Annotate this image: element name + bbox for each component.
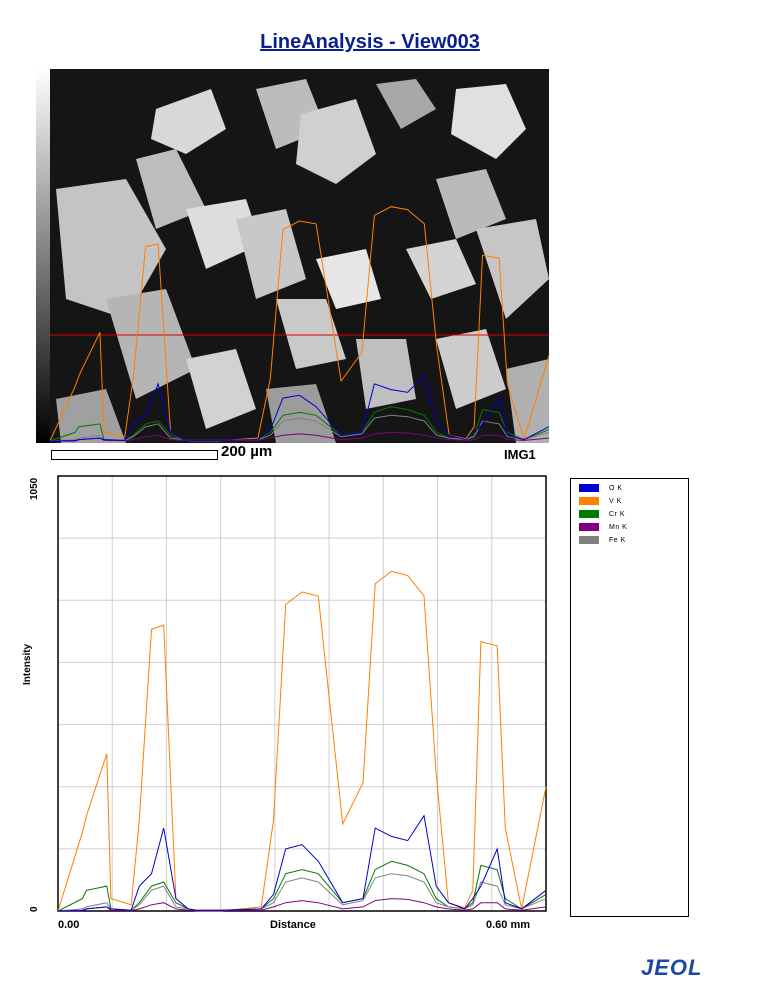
sem-trace-v-k — [49, 206, 549, 442]
series-line-fe-k — [57, 873, 547, 912]
sem-trace-fe-k — [49, 414, 549, 442]
scale-bar — [51, 450, 218, 460]
sem-traces — [49, 206, 549, 442]
sem-image — [36, 69, 549, 443]
legend-swatch-mn — [579, 523, 599, 531]
legend-swatch-fe — [579, 536, 599, 544]
y-tick-min: 0 — [29, 906, 40, 912]
legend-label: Mn K — [609, 523, 628, 531]
jeol-logo: JEOL — [641, 955, 703, 980]
y-axis-label: Intensity — [22, 643, 33, 685]
legend-item-fe: Fe K — [579, 535, 626, 545]
sem-trace-mn-k — [49, 431, 549, 442]
particles — [56, 79, 549, 443]
legend-item-o: O K — [579, 483, 623, 493]
legend-swatch-v — [579, 497, 599, 505]
y-tick-max: 1050 — [29, 477, 40, 500]
legend-item-cr: Cr K — [579, 509, 625, 519]
x-axis-label: Distance — [270, 919, 316, 931]
legend-label: V K — [609, 497, 622, 505]
grayscale-bar — [36, 69, 50, 443]
series-line-o-k — [58, 814, 547, 912]
series-line-cr-k — [57, 860, 547, 912]
legend: O K V K Cr K Mn K Fe K — [570, 478, 689, 917]
legend-label: O K — [609, 484, 623, 492]
sem-overlay — [36, 69, 549, 443]
series-line-mn-k — [57, 898, 547, 912]
image-label: IMG1 — [504, 447, 536, 462]
chart-grid — [58, 476, 546, 911]
x-tick-min: 0.00 — [58, 919, 80, 931]
legend-item-v: V K — [579, 496, 622, 506]
legend-swatch-cr — [579, 510, 599, 518]
sem-trace-o-k — [50, 374, 549, 442]
series-line-v-k — [57, 570, 547, 912]
x-tick-max: 0.60 mm — [486, 919, 531, 931]
page-title: LineAnalysis - View003 — [260, 31, 480, 53]
legend-label: Fe K — [609, 536, 626, 544]
plot-frame — [57, 475, 547, 912]
scale-label: 200 µm — [221, 443, 273, 460]
legend-swatch-o — [579, 484, 599, 492]
plot-lines — [57, 570, 547, 912]
legend-item-mn: Mn K — [579, 522, 627, 532]
legend-label: Cr K — [609, 510, 625, 518]
